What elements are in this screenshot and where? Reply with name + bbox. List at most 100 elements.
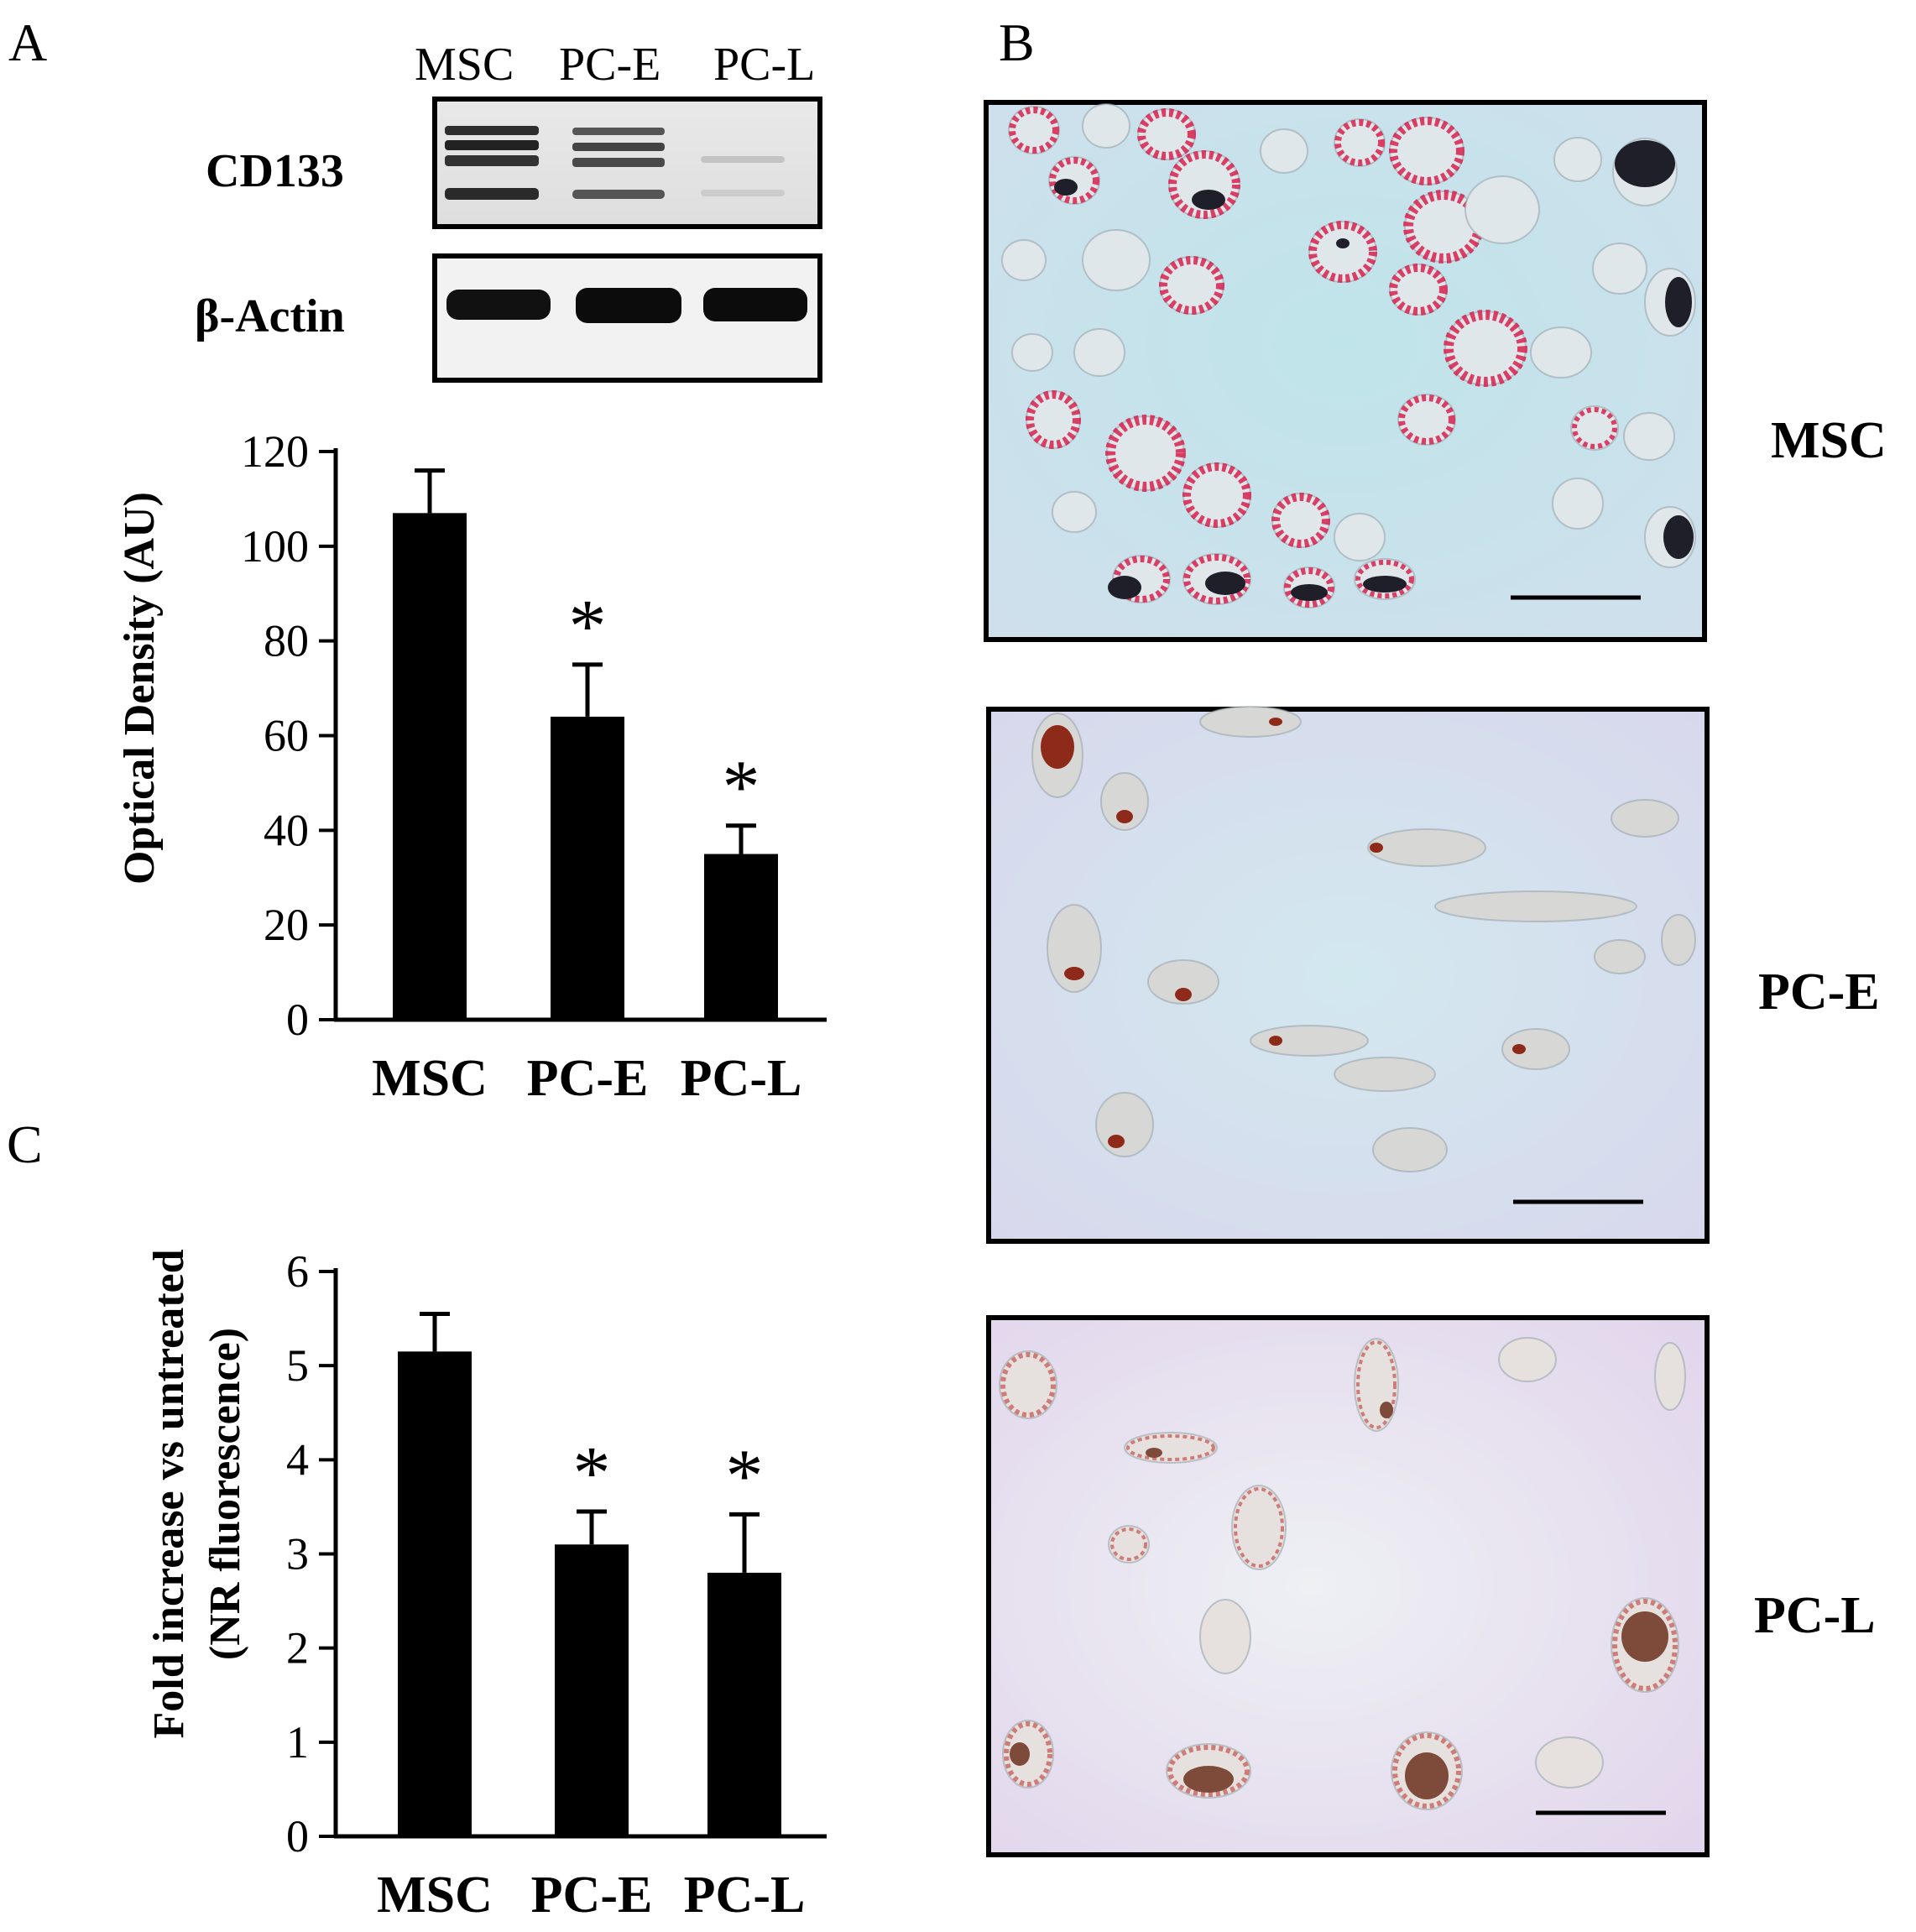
band [572,143,665,151]
stain [1182,462,1251,528]
micrograph-label: MSC [1771,412,1887,469]
stain [1392,1733,1461,1809]
blot-lane-label: PC-E [559,39,660,91]
y-axis-label: Optical Density (AU) [116,492,164,885]
stain [1444,310,1527,387]
x-category-label: MSC [377,1867,493,1924]
dark-stain [1665,277,1692,327]
stain [1137,108,1196,160]
x-category-label: MSC [372,1050,488,1107]
stain [1389,117,1464,185]
dark-stain [1192,190,1225,210]
stain [1126,1434,1215,1461]
micrograph-label: PC-E [1758,963,1880,1021]
cell [1199,1599,1251,1674]
y-tick-label: 100 [241,521,309,572]
dark-stain [1108,576,1141,599]
cd133-bands [445,126,785,200]
cell [1100,772,1149,831]
y-axis-label-line-1: Fold increase vs untreated [145,1249,193,1738]
dark-stain [1621,1611,1668,1662]
dark-stain [1363,576,1407,593]
micrograph-msc: MSC [984,100,1887,642]
cell [1594,939,1646,974]
significance-marker: * [573,1432,611,1515]
dark-stain [1010,1742,1030,1766]
panel-label-a: A [8,13,47,72]
dark-stain [1116,810,1133,823]
cell [1623,412,1675,461]
cell [1434,890,1637,922]
y-tick-label: 5 [286,1340,309,1391]
cell [999,1350,1057,1419]
dark-stain [1183,1766,1234,1793]
cell [1535,1736,1604,1788]
stain [1334,119,1385,166]
stain [1167,1745,1250,1797]
stain [1234,1487,1284,1568]
dark-stain [1512,1044,1526,1054]
y-tick-label: 2 [286,1623,309,1674]
y-axis-label-line-2: (NR fluorescence) [201,1328,249,1660]
cell [1354,1338,1399,1432]
stain [1159,256,1224,315]
dark-stain [1041,725,1074,769]
stain [1009,107,1059,154]
dark-stain [1370,843,1383,853]
stain [1049,157,1099,204]
x-category-label: PC-L [684,1867,806,1924]
bar-chart-a: Optical Density (AU) 0 20 40 60 80 100 120 MSC *… [116,426,827,1107]
cell [1552,478,1604,530]
dark-stain [1380,1402,1393,1418]
band [576,288,681,323]
stain [1105,415,1186,492]
y-tick-label: 20 [264,900,309,950]
actin-bands [446,288,807,323]
stain [1398,394,1455,445]
cell [1372,1127,1448,1172]
dark-stain [1146,1448,1162,1458]
stain [1026,390,1081,449]
bar [707,1572,781,1836]
cell [1250,1025,1369,1057]
y-tick-label: 3 [286,1529,309,1580]
band [572,190,665,199]
band [446,290,551,320]
cell [1592,243,1647,295]
cell [1047,904,1102,993]
band [445,126,539,135]
micrograph-pc-l: PC-L [986,1315,1876,1857]
cell [1260,128,1308,174]
cell [1570,405,1619,451]
cell-layer [1001,103,1696,608]
bar [398,1351,472,1836]
y-tick-label: 0 [286,1811,309,1862]
significance-marker: * [569,585,607,668]
stain [1355,560,1414,598]
band [703,288,807,321]
y-tick-label: 6 [286,1246,309,1297]
dark-stain [1175,988,1192,1001]
blot-row-label: CD133 [206,145,344,197]
cell [1661,914,1696,966]
y-tick-label: 60 [264,711,309,761]
cell [1199,706,1302,738]
dark-stain [1205,572,1245,595]
bar-chart-c: Fold increase vs untreated (NR fluoresce… [145,1246,827,1924]
x-category-label: PC-E [527,1050,649,1107]
bar [551,716,624,1020]
blot-lane-label: MSC [415,39,514,91]
dark-stain [1663,515,1694,559]
cell [1654,1342,1686,1411]
panel-label-b: B [999,13,1035,72]
stain [1183,554,1250,604]
cell [1147,959,1219,1005]
cell [1108,1525,1150,1564]
stain [1000,1352,1056,1418]
dark-stain [1064,967,1084,980]
cell [1052,491,1097,533]
dark-stain [1291,584,1328,601]
stain [1284,567,1334,608]
band [701,156,785,163]
